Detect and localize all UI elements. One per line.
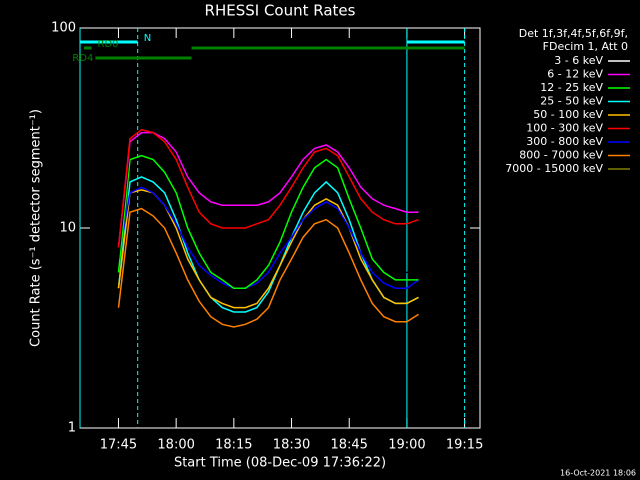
footer: 16-Oct-2021 18:06: [560, 469, 636, 478]
flag-label: N: [144, 33, 151, 44]
x-tick-label: 18:30: [273, 438, 310, 453]
y-tick-label: 10: [59, 221, 76, 236]
legend-label: 100 - 300 keV: [526, 122, 603, 135]
legend-label: 800 - 7000 keV: [519, 149, 603, 162]
series-line: [117, 154, 419, 289]
legend-label: 50 - 100 keV: [533, 108, 603, 121]
x-tick-label: 19:00: [388, 438, 425, 453]
series-line: [117, 207, 419, 328]
y-axis-label: Count Rate (s⁻¹ detector segment⁻¹): [29, 109, 44, 347]
x-tick-label: 18:15: [215, 438, 252, 453]
legend-label: 7000 - 15000 keV: [505, 162, 603, 175]
series-line: [117, 131, 419, 248]
chart-title: RHESSI Count Rates: [205, 2, 356, 20]
plot-frame: [79, 27, 481, 429]
x-tick-label: 19:15: [446, 438, 483, 453]
legend-label: 300 - 800 keV: [526, 135, 603, 148]
flag-label: RD0: [98, 39, 119, 50]
x-tick-label: 17:45: [100, 438, 137, 453]
flag-label: RD4: [72, 53, 93, 64]
legend-label: 3 - 6 keV: [554, 54, 603, 67]
series-line: [117, 128, 419, 248]
y-tick-label: 100: [51, 21, 76, 36]
legend-label: 25 - 50 keV: [540, 95, 603, 108]
legend-label: 6 - 12 keV: [547, 68, 603, 81]
series-line: [117, 144, 419, 281]
series-line: [117, 176, 419, 313]
legend-header: FDecim 1, Att 0: [543, 40, 628, 53]
x-tick-label: 18:00: [157, 438, 194, 453]
x-axis-label: Start Time (08-Dec-09 17:36:22): [174, 456, 386, 471]
legend-label: 12 - 25 keV: [540, 81, 603, 94]
y-tick-label: 1: [68, 421, 76, 436]
legend-header: Det 1f,3f,4f,5f,6f,9f,: [519, 27, 628, 40]
x-tick-label: 18:45: [330, 438, 367, 453]
series-line: [117, 186, 419, 289]
